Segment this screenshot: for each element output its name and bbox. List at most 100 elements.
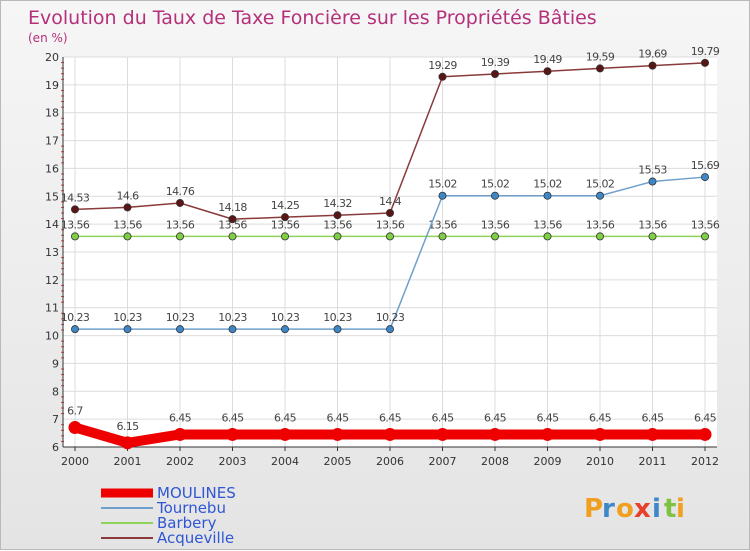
y-tick-label: 10 <box>45 330 59 343</box>
x-tick-label: 2004 <box>271 455 299 468</box>
y-tick-label: 12 <box>45 274 59 287</box>
data-point <box>333 325 342 334</box>
data-point <box>543 232 552 241</box>
y-tick-label: 14 <box>45 218 59 231</box>
data-point <box>383 427 397 441</box>
data-label: 6.7 <box>67 405 83 418</box>
data-label: 13.56 <box>586 218 615 231</box>
logo-letter: o <box>616 494 634 524</box>
data-point <box>596 232 605 241</box>
data-point <box>121 436 134 450</box>
data-label: 10.23 <box>376 311 405 324</box>
data-label: 10.23 <box>218 311 247 324</box>
data-point <box>490 191 499 200</box>
data-label: 14.18 <box>218 201 247 214</box>
data-label: 13.56 <box>691 218 720 231</box>
logo-letter: x <box>634 494 651 524</box>
data-label: 13.56 <box>428 218 457 231</box>
x-tick-label: 2009 <box>534 455 562 468</box>
data-label: 13.56 <box>61 218 90 231</box>
data-label: 6.45 <box>536 411 559 424</box>
data-label: 14.6 <box>116 189 139 202</box>
data-point <box>385 325 394 334</box>
data-label: 13.56 <box>271 218 300 231</box>
data-point <box>438 72 447 81</box>
data-label: 13.56 <box>323 218 352 231</box>
x-tick-label: 2011 <box>639 455 667 468</box>
data-point <box>71 205 80 214</box>
data-label: 6.45 <box>379 411 402 424</box>
data-point <box>543 67 552 76</box>
data-label: 6.45 <box>431 411 454 424</box>
data-point <box>701 232 710 241</box>
data-point <box>541 427 554 441</box>
data-point <box>280 232 289 241</box>
data-label: 14.53 <box>61 191 90 204</box>
data-point <box>701 173 710 182</box>
series-acqueville: 14.53 14.6 14.76 14.18 14.25 14.32 14.4 19.29 19… <box>61 45 720 224</box>
data-label: 15.53 <box>638 164 667 177</box>
y-tick-label: 7 <box>52 413 59 426</box>
data-label: 13.56 <box>533 218 562 231</box>
data-point <box>173 427 187 441</box>
data-point <box>646 427 659 441</box>
x-axis: 2000 2001 2002 2003 2004 2005 2006 2007 2008 2009… <box>61 446 719 468</box>
x-tick-label: 2002 <box>166 455 194 468</box>
legend-label: Tournebu <box>156 499 226 517</box>
data-label: 19.79 <box>691 45 720 58</box>
y-tick-label: 16 <box>45 162 59 175</box>
data-label: 6.45 <box>221 411 244 424</box>
data-point <box>648 177 657 186</box>
data-label: 19.29 <box>428 59 457 72</box>
data-point <box>543 191 552 200</box>
data-point <box>490 232 499 241</box>
data-point <box>438 232 447 241</box>
x-tick-label: 2003 <box>219 455 247 468</box>
data-point <box>68 421 82 434</box>
logo-letter: r <box>602 494 615 524</box>
data-point <box>385 232 394 241</box>
y-tick-label: 20 <box>45 51 59 64</box>
legend-label: Acqueville <box>157 529 234 547</box>
logo-letter: P <box>584 494 603 524</box>
data-point <box>280 325 289 334</box>
data-point <box>278 427 292 441</box>
data-point <box>123 325 132 334</box>
data-label: 10.23 <box>61 311 90 324</box>
grid <box>63 56 717 448</box>
series-barbery: 13.56 13.56 13.56 13.56 13.56 13.56 13.56 13.56… <box>61 218 720 241</box>
logo-letter: i <box>652 494 661 524</box>
x-tick-label: 2000 <box>61 455 89 468</box>
data-point <box>228 325 237 334</box>
data-point <box>596 64 605 73</box>
proxiti-logo: Pr o x i t i <box>584 494 685 524</box>
data-label: 13.56 <box>376 218 405 231</box>
data-label: 13.56 <box>113 218 142 231</box>
legend-label: Barbery <box>157 514 217 532</box>
data-label: 19.39 <box>481 56 510 69</box>
data-point <box>436 427 449 441</box>
data-point <box>123 203 132 212</box>
x-tick-label: 2007 <box>429 455 457 468</box>
data-label: 6.45 <box>169 411 192 424</box>
data-label: 6.45 <box>589 411 612 424</box>
data-point <box>593 427 607 441</box>
data-point <box>71 232 80 241</box>
x-tick-label: 2012 <box>691 455 719 468</box>
series-layer: 14.53 14.6 14.76 14.18 14.25 14.32 14.4 19.29 19… <box>61 45 720 450</box>
data-label: 14.4 <box>379 195 402 208</box>
x-tick-label: 2001 <box>114 455 142 468</box>
data-point <box>596 191 605 200</box>
data-point <box>385 208 394 217</box>
data-label: 19.59 <box>586 50 615 63</box>
y-tick-label: 9 <box>52 357 59 370</box>
data-point <box>175 325 184 334</box>
data-point <box>123 232 132 241</box>
y-tick-label: 18 <box>45 107 59 120</box>
data-point <box>490 69 499 78</box>
data-label: 10.23 <box>323 311 352 324</box>
data-point <box>648 61 657 70</box>
